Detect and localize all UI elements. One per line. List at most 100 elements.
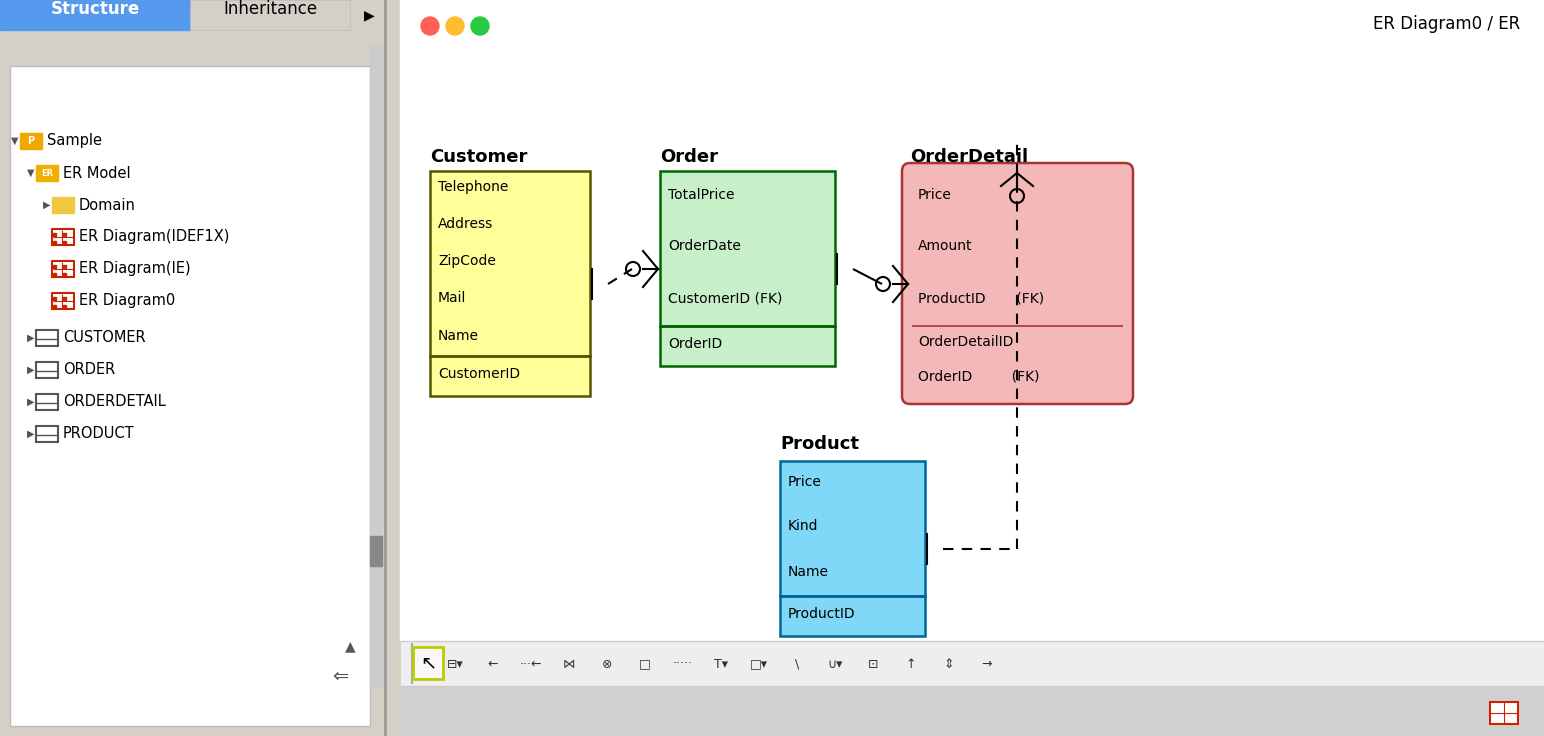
Text: Order: Order bbox=[659, 148, 718, 166]
Text: TotalPrice: TotalPrice bbox=[669, 188, 735, 202]
Text: ProductID       (FK): ProductID (FK) bbox=[919, 291, 1044, 305]
Bar bbox=[0, 0, 190, 30]
Text: ←: ← bbox=[488, 657, 499, 670]
Bar bbox=[190, 0, 350, 30]
Text: □▾: □▾ bbox=[750, 657, 767, 670]
Text: Inheritance: Inheritance bbox=[222, 0, 317, 18]
Text: ProductID: ProductID bbox=[787, 607, 855, 621]
Bar bbox=[371, 536, 381, 566]
Text: ⇕: ⇕ bbox=[943, 657, 954, 670]
Bar bbox=[63, 241, 66, 244]
Text: OrderDetail: OrderDetail bbox=[909, 148, 1028, 166]
Text: ER Diagram0: ER Diagram0 bbox=[79, 294, 176, 308]
Text: Name: Name bbox=[438, 328, 479, 342]
Text: Mail: Mail bbox=[438, 291, 466, 305]
Text: ⊗: ⊗ bbox=[602, 657, 613, 670]
Text: T▾: T▾ bbox=[713, 657, 729, 670]
Text: ·····: ····· bbox=[673, 657, 693, 670]
Text: ▶: ▶ bbox=[26, 397, 34, 407]
Bar bbox=[52, 261, 74, 277]
Bar bbox=[780, 461, 925, 596]
Text: Amount: Amount bbox=[919, 239, 973, 253]
Bar bbox=[659, 326, 835, 366]
Bar bbox=[63, 273, 66, 276]
Text: ▼: ▼ bbox=[11, 136, 19, 146]
Text: ∪▾: ∪▾ bbox=[828, 657, 843, 670]
Bar bbox=[1490, 702, 1518, 724]
Text: Telephone: Telephone bbox=[438, 180, 508, 194]
Bar bbox=[400, 686, 1544, 736]
Text: Name: Name bbox=[787, 565, 829, 578]
Bar bbox=[63, 297, 66, 300]
Bar bbox=[36, 330, 59, 346]
Text: →: → bbox=[982, 657, 993, 670]
Text: OrderID         (FK): OrderID (FK) bbox=[919, 369, 1039, 383]
Bar bbox=[36, 165, 59, 181]
Bar bbox=[371, 46, 381, 686]
Text: ER Diagram0 / ER: ER Diagram0 / ER bbox=[1373, 15, 1519, 33]
Bar bbox=[659, 171, 835, 326]
Bar bbox=[780, 596, 925, 636]
Bar bbox=[63, 233, 66, 236]
Text: CustomerID (FK): CustomerID (FK) bbox=[669, 291, 783, 305]
Text: Product: Product bbox=[780, 435, 858, 453]
Text: ER Diagram(IE): ER Diagram(IE) bbox=[79, 261, 190, 277]
Text: Address: Address bbox=[438, 218, 493, 232]
Bar bbox=[412, 647, 443, 679]
Text: CustomerID: CustomerID bbox=[438, 367, 520, 381]
Bar bbox=[52, 305, 56, 308]
Text: ⇐: ⇐ bbox=[332, 667, 349, 685]
Text: ER Diagram(IDEF1X): ER Diagram(IDEF1X) bbox=[79, 230, 230, 244]
Bar bbox=[400, 641, 1544, 686]
Text: Structure: Structure bbox=[51, 0, 139, 18]
Bar bbox=[400, 0, 1544, 641]
Text: ⊟▾: ⊟▾ bbox=[446, 657, 463, 670]
Text: PRODUCT: PRODUCT bbox=[63, 426, 134, 442]
Text: ER Model: ER Model bbox=[63, 166, 131, 180]
Bar bbox=[429, 171, 590, 356]
Text: ▶: ▶ bbox=[43, 200, 49, 210]
Text: OrderID: OrderID bbox=[669, 337, 723, 351]
Bar bbox=[52, 229, 74, 245]
Text: ▶: ▶ bbox=[26, 365, 34, 375]
Bar bbox=[36, 362, 59, 378]
Text: ⋈: ⋈ bbox=[562, 657, 576, 670]
Text: ⊡: ⊡ bbox=[868, 657, 879, 670]
Bar bbox=[52, 241, 56, 244]
Text: ORDERDETAIL: ORDERDETAIL bbox=[63, 394, 165, 409]
Bar bbox=[63, 305, 66, 308]
Bar bbox=[52, 273, 56, 276]
Text: Price: Price bbox=[919, 188, 951, 202]
Text: \: \ bbox=[795, 657, 800, 670]
Bar bbox=[0, 0, 384, 736]
Text: Kind: Kind bbox=[787, 520, 818, 534]
Circle shape bbox=[422, 17, 438, 35]
Text: ▶: ▶ bbox=[364, 8, 374, 22]
Text: OrderDate: OrderDate bbox=[669, 239, 741, 253]
Bar bbox=[9, 66, 371, 726]
Bar bbox=[429, 356, 590, 396]
Text: ▲: ▲ bbox=[344, 639, 355, 653]
Bar bbox=[36, 394, 59, 410]
Text: ▼: ▼ bbox=[26, 168, 34, 178]
Bar bbox=[63, 265, 66, 268]
Bar bbox=[52, 233, 56, 236]
Bar bbox=[20, 133, 42, 149]
Circle shape bbox=[471, 17, 489, 35]
Text: ···←: ···← bbox=[520, 657, 542, 670]
Text: P: P bbox=[28, 136, 34, 146]
Text: ORDER: ORDER bbox=[63, 363, 116, 378]
Text: □: □ bbox=[639, 657, 652, 670]
Text: CUSTOMER: CUSTOMER bbox=[63, 330, 145, 345]
FancyBboxPatch shape bbox=[902, 163, 1133, 404]
Bar bbox=[52, 297, 56, 300]
Bar bbox=[52, 293, 74, 309]
Text: ↖: ↖ bbox=[420, 654, 437, 673]
Text: Price: Price bbox=[787, 475, 821, 489]
Text: ▶: ▶ bbox=[26, 429, 34, 439]
Text: OrderDetailID: OrderDetailID bbox=[919, 334, 1013, 349]
Bar bbox=[52, 265, 56, 268]
Text: Customer: Customer bbox=[429, 148, 528, 166]
Text: ER: ER bbox=[42, 169, 52, 177]
Text: ZipCode: ZipCode bbox=[438, 255, 496, 269]
